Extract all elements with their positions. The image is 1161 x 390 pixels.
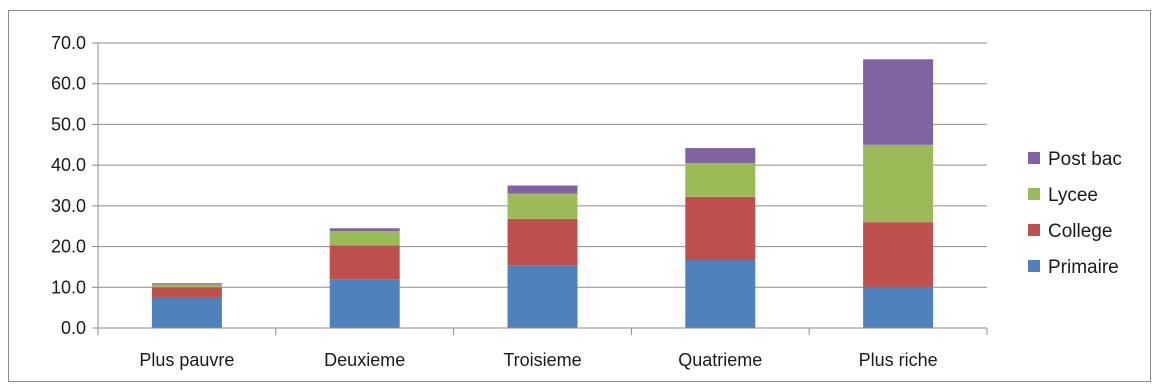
x-tick-label: Plus pauvre: [139, 350, 234, 370]
legend-swatch: [1028, 188, 1040, 200]
legend-swatch: [1028, 260, 1040, 272]
bar-college: [863, 222, 934, 288]
legend-item: Lycee: [1028, 185, 1098, 206]
legend-item: Post bac: [1028, 149, 1122, 170]
bar-lycee: [685, 163, 756, 197]
legend-label: Primaire: [1048, 257, 1119, 278]
y-tick-label: 70.0: [51, 33, 86, 53]
y-tick-label: 30.0: [51, 196, 86, 216]
legend-item: Primaire: [1028, 257, 1119, 278]
bar-post-bac: [151, 283, 222, 285]
x-tick-labels: Plus pauvre Deuxieme Troisieme Quatrieme Plu…: [139, 350, 937, 370]
bar-lycee: [863, 144, 934, 223]
y-tick-label: 60.0: [51, 74, 86, 94]
y-tick-label: 20.0: [51, 237, 86, 257]
legend-swatch: [1028, 224, 1040, 236]
legend-item: College: [1028, 221, 1112, 242]
bar-primaire: [507, 265, 578, 328]
bar-college: [685, 196, 756, 261]
bars: [151, 59, 934, 328]
bar-primaire: [151, 297, 222, 328]
legend-label: Post bac: [1048, 149, 1122, 170]
bar-post-bac: [863, 59, 934, 145]
gridlines: [98, 42, 987, 288]
bar-lycee: [507, 193, 578, 219]
x-tick-label: Troisieme: [503, 350, 581, 370]
bar-college: [329, 245, 400, 280]
bar-post-bac: [329, 228, 400, 232]
y-tick-label: 10.0: [51, 277, 86, 297]
bar-college: [151, 287, 222, 298]
bar-lycee: [151, 284, 222, 288]
y-tick-label: 40.0: [51, 155, 86, 175]
x-tick-label: Quatrieme: [678, 350, 762, 370]
bar-post-bac: [507, 185, 578, 194]
bar-post-bac: [685, 148, 756, 164]
legend: Post bac Lycee College Primaire: [1028, 149, 1122, 278]
bar-primaire: [863, 287, 934, 328]
bar-lycee: [329, 231, 400, 246]
x-tick-label: Plus riche: [859, 350, 938, 370]
legend-swatch: [1028, 152, 1040, 164]
y-tick-label: 50.0: [51, 114, 86, 134]
legend-label: College: [1048, 221, 1112, 242]
bar-primaire: [329, 279, 400, 328]
y-tick-labels: 0.0 10.0 20.0 30.0 40.0 50.0 60.0 70.0: [51, 33, 86, 338]
bar-primaire: [685, 260, 756, 328]
legend-label: Lycee: [1048, 185, 1098, 206]
x-tick-label: Deuxieme: [324, 350, 405, 370]
axes: [92, 42, 988, 335]
y-tick-label: 0.0: [61, 318, 86, 338]
bar-college: [507, 218, 578, 266]
